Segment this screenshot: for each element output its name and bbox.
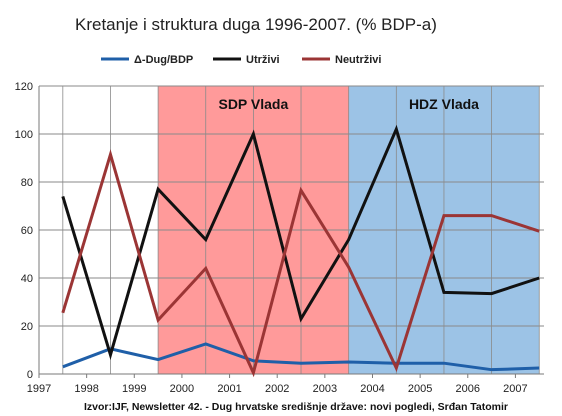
y-tick-label-0: 0 bbox=[27, 369, 33, 381]
y-tick-label-5: 100 bbox=[15, 129, 33, 141]
x-tick-label-3: 2000 bbox=[170, 383, 194, 395]
x-tick-label-10: 2007 bbox=[503, 383, 527, 395]
legend-label-0: Δ-Dug/BDP bbox=[134, 54, 193, 66]
y-tick-label-4: 80 bbox=[21, 177, 33, 189]
x-tick-label-1: 1998 bbox=[74, 383, 98, 395]
series-line-0 bbox=[62, 342, 540, 372]
series-lines bbox=[61, 124, 540, 378]
plot-area: SDP Vlada HDZ Vlada bbox=[38, 85, 544, 378]
legend-label-1: Utrživi bbox=[246, 54, 280, 66]
x-tick-label-4: 2001 bbox=[217, 383, 241, 395]
tick-labels: 0 20 40 60 80 100 120 1997 1998 1999 2000 2001 2002 2… bbox=[15, 81, 528, 395]
y-tick-label-2: 40 bbox=[21, 273, 33, 285]
x-tick-label-9: 2006 bbox=[456, 383, 480, 395]
axes bbox=[38, 86, 544, 378]
x-tick-label-0: 1997 bbox=[27, 383, 51, 395]
legend: Δ-Dug/BDP Utrživi Neutrživi bbox=[101, 54, 381, 66]
legend-label-2: Neutrživi bbox=[335, 54, 381, 66]
y-tick-label-6: 120 bbox=[15, 81, 33, 93]
x-tick-label-5: 2002 bbox=[265, 383, 289, 395]
x-tick-label-2: 1999 bbox=[122, 383, 146, 395]
y-tick-label-3: 60 bbox=[21, 225, 33, 237]
y-tick-label-1: 20 bbox=[21, 321, 33, 333]
band-labels: SDP Vlada HDZ Vlada bbox=[218, 96, 479, 112]
chart-title: Kretanje i struktura duga 1996-2007. (% … bbox=[75, 15, 437, 34]
x-tick-label-6: 2003 bbox=[313, 383, 337, 395]
x-tick-label-7: 2004 bbox=[360, 383, 384, 395]
x-tick-label-8: 2005 bbox=[408, 383, 432, 395]
band-label-0: SDP Vlada bbox=[218, 96, 288, 112]
series-line-1 bbox=[61, 124, 540, 361]
source-note: Izvor:IJF, Newsletter 42. - Dug hrvatske… bbox=[84, 401, 508, 413]
series-line-2 bbox=[61, 149, 540, 378]
band-label-1: HDZ Vlada bbox=[409, 96, 479, 112]
